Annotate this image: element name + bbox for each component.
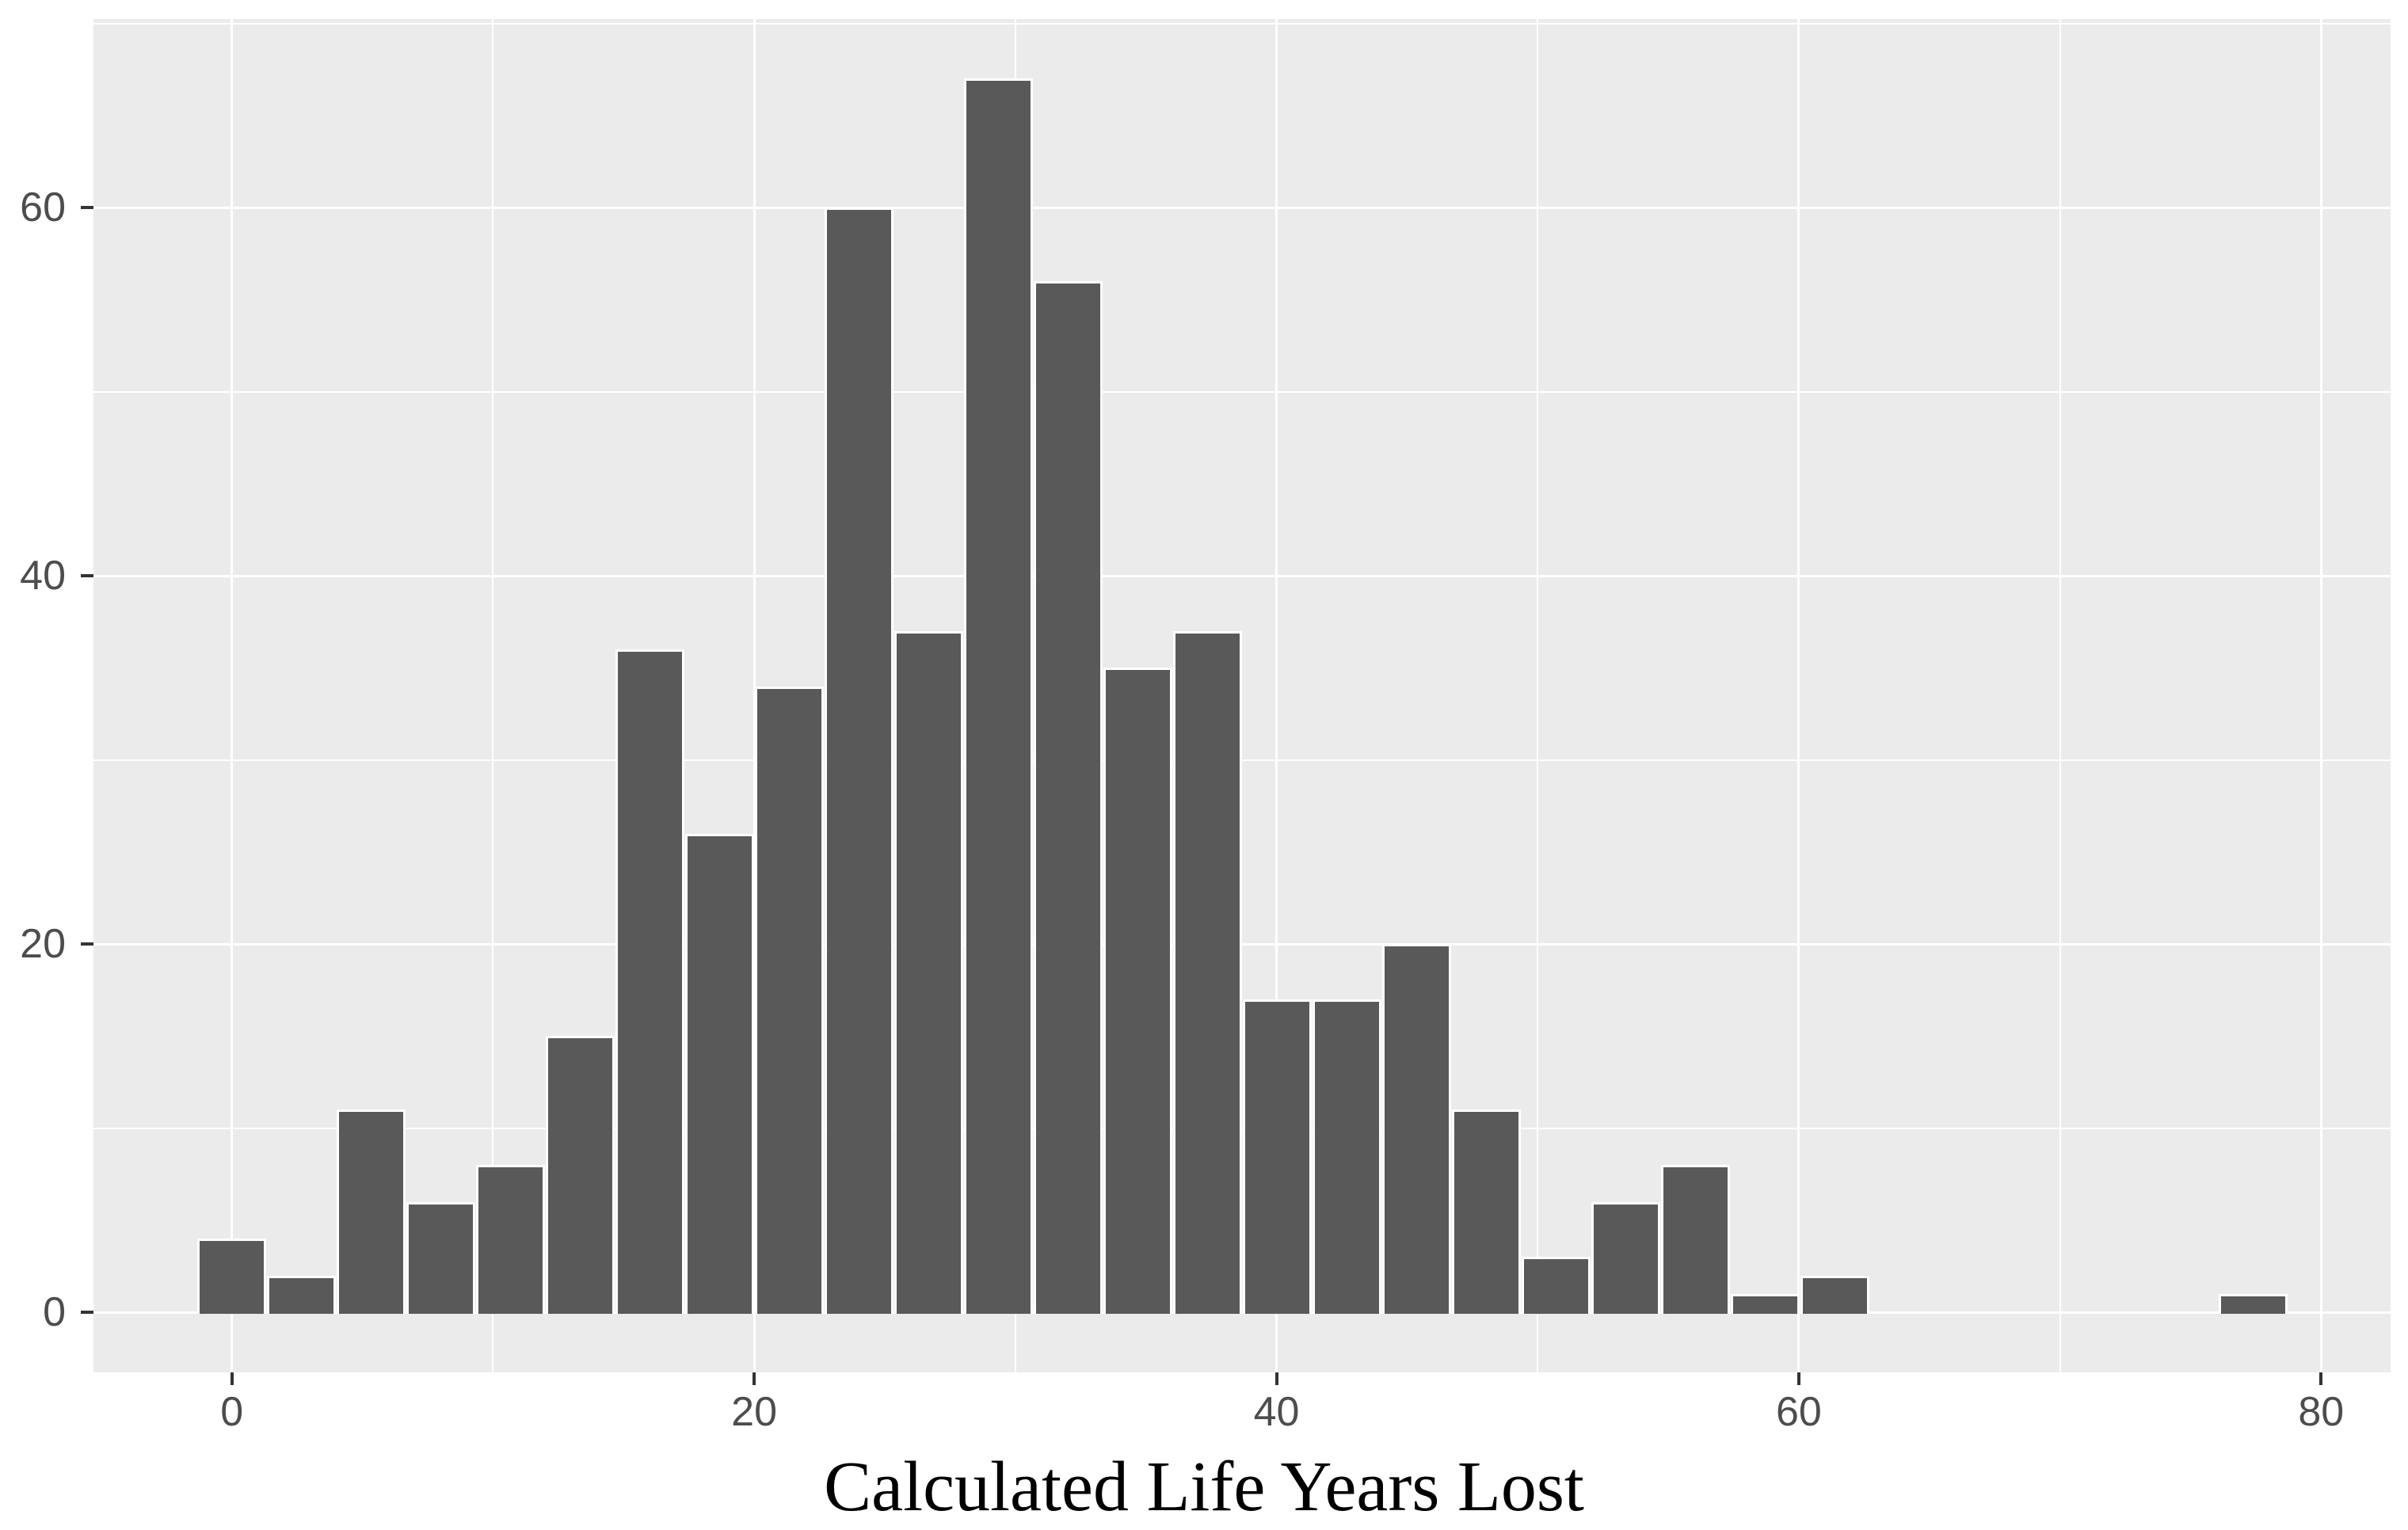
y-major-gridline [93,574,2391,577]
x-tick-mark [2319,1372,2323,1385]
x-tick-label: 0 [220,1389,244,1435]
histogram-bar [1522,1257,1591,1314]
x-minor-gridline [1537,19,1539,1372]
histogram-bar [197,1239,267,1314]
plot-panel [93,19,2391,1372]
histogram-bar [1731,1293,1800,1314]
histogram-bar [1452,1109,1522,1314]
histogram-bar [406,1201,476,1314]
x-major-gridline [1275,19,1278,1372]
x-tick-label: 20 [731,1389,778,1435]
x-major-gridline [231,19,234,1372]
x-tick-mark [1796,1372,1800,1385]
histogram-bar [1103,668,1173,1314]
x-major-gridline [1797,19,1800,1372]
x-minor-gridline [492,19,494,1372]
y-tick-mark [81,942,93,946]
y-tick-mark [81,206,93,209]
x-tick-mark [1274,1372,1278,1385]
histogram-bar [615,649,685,1314]
y-minor-gridline [93,390,2391,393]
histogram-bar [964,78,1034,1314]
y-tick-label: 60 [20,185,66,230]
x-axis-title: Calculated Life Years Lost [824,1448,1584,1526]
x-tick-label: 40 [1253,1389,1300,1435]
x-tick-mark [230,1372,234,1385]
histogram-bar [894,630,964,1314]
x-tick-label: 60 [1775,1389,1822,1435]
x-minor-gridline [2059,19,2061,1372]
histogram-bar [1313,999,1382,1314]
histogram-bar [1661,1165,1731,1314]
y-minor-gridline [93,22,2391,25]
histogram-bar [1243,999,1313,1314]
x-major-gridline [2319,19,2322,1372]
y-tick-mark [81,574,93,577]
histogram-bar [685,833,755,1314]
histogram-bar [1591,1201,1661,1314]
x-tick-label: 80 [2298,1389,2345,1435]
histogram-bar [825,207,894,1314]
histogram-bar [1034,281,1103,1314]
y-tick-label: 40 [20,553,66,599]
y-tick-label: 20 [20,921,66,967]
y-tick-label: 0 [43,1289,66,1335]
histogram-bar [267,1275,337,1314]
histogram-bar [1800,1275,1870,1314]
y-major-gridline [93,206,2391,209]
y-tick-mark [81,1311,93,1314]
histogram-bar [755,686,825,1314]
x-major-gridline [752,19,756,1372]
histogram-bar [337,1109,406,1314]
histogram-bar [1173,630,1243,1314]
histogram-bar [2219,1293,2288,1314]
histogram-bar [1382,944,1452,1314]
histogram-bar [476,1165,546,1314]
x-tick-mark [752,1372,756,1385]
histogram-bar [546,1036,615,1314]
